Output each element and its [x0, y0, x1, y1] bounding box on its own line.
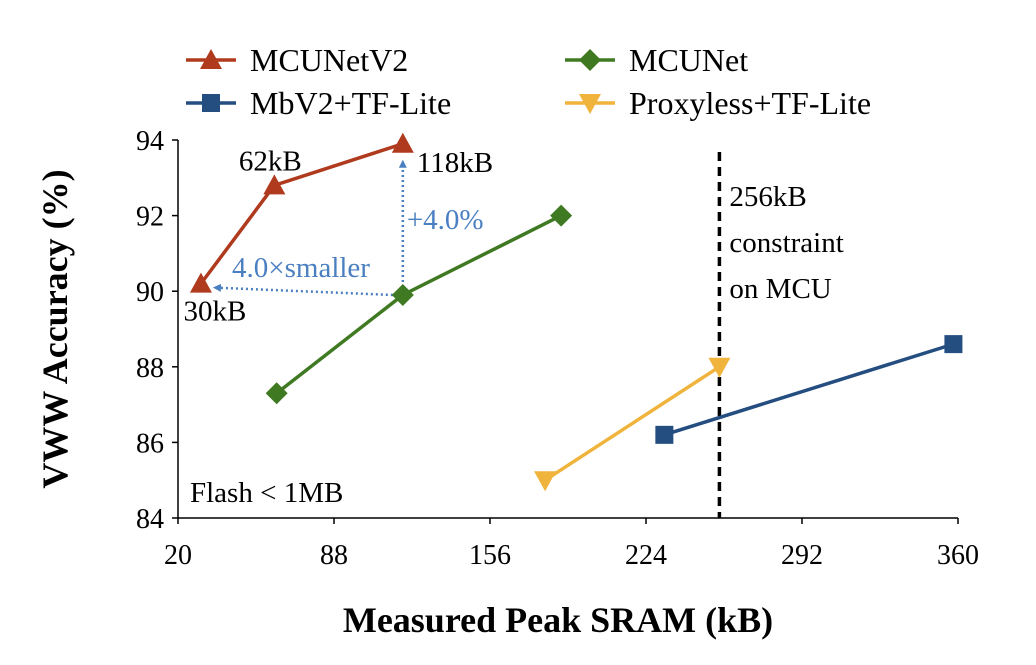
flash-note: Flash < 1MB — [190, 477, 343, 509]
x-tick-label: 360 — [937, 540, 979, 571]
constraint-label-line3: on MCU — [729, 273, 831, 305]
y-tick-label: 90 — [136, 277, 164, 308]
series-line — [275, 214, 562, 395]
series-mcunet — [265, 204, 573, 405]
legend-item: MbV2+TF-Lite — [186, 85, 451, 121]
data-point — [391, 132, 414, 153]
legend-item: MCUNet — [565, 42, 748, 78]
x-tick-label: 292 — [781, 540, 823, 571]
y-axis-title: VWW Accuracy (%) — [35, 169, 75, 488]
data-point — [550, 204, 573, 227]
y-tick-label: 92 — [136, 202, 164, 233]
x-tick-label: 156 — [469, 540, 511, 571]
axes — [177, 140, 958, 519]
data-point — [655, 425, 674, 444]
data-point — [391, 283, 414, 306]
y-tick-label: 88 — [136, 353, 164, 384]
data-point — [944, 335, 963, 354]
series-proxyless-tf-lite — [534, 357, 731, 492]
x-tick-label: 88 — [320, 540, 348, 571]
x-tick-label: 224 — [625, 540, 667, 571]
data-point — [708, 357, 731, 378]
x-axis-title: Measured Peak SRAM (kB) — [343, 600, 773, 640]
legend-marker — [579, 94, 601, 114]
data-point — [189, 272, 212, 293]
label-118kb: 118kB — [417, 147, 493, 179]
label-30kb: 30kB — [184, 296, 247, 328]
memory-reduction-arrow — [212, 283, 393, 297]
legend-label: MCUNetV2 — [250, 42, 408, 78]
tick-labels: 20 88 156 224 292 360 84 86 88 90 92 94 — [136, 126, 979, 571]
legend-item: Proxyless+TF-Lite — [565, 85, 871, 121]
constraint-label-line2: constraint — [729, 227, 843, 259]
annotation-arrows — [212, 159, 407, 297]
constraint-label-line1: 256kB — [729, 181, 806, 213]
legend-label: MbV2+TF-Lite — [250, 85, 451, 121]
series-line — [544, 365, 721, 482]
series-layer — [189, 132, 963, 492]
annotation-texts: 62kB 30kB 118kB 256kB constraint on MCU … — [184, 145, 844, 509]
data-point — [263, 174, 286, 195]
memory-reduction-label: 4.0×smaller — [232, 252, 370, 284]
y-tick-label: 94 — [136, 126, 164, 157]
data-point — [534, 471, 557, 492]
series-line — [663, 342, 954, 437]
accuracy-gain-label: +4.0% — [407, 204, 484, 236]
y-tick-label: 86 — [136, 428, 164, 459]
legend-marker — [202, 94, 220, 112]
legend: MCUNetV2 MCUNet MbV2+TF-Lite Proxyless+TF-L… — [186, 42, 871, 121]
x-tick-label: 20 — [164, 540, 192, 571]
y-tick-label: 84 — [136, 504, 164, 535]
series-mbv2-tf-lite — [655, 335, 963, 444]
legend-label: MCUNet — [629, 42, 748, 78]
label-62kb: 62kB — [239, 145, 302, 177]
series-mcunetv2 — [189, 132, 414, 293]
legend-marker — [579, 49, 601, 71]
legend-label: Proxyless+TF-Lite — [629, 85, 871, 121]
data-point — [265, 382, 288, 405]
legend-marker — [200, 49, 222, 69]
legend-item: MCUNetV2 — [186, 42, 408, 78]
